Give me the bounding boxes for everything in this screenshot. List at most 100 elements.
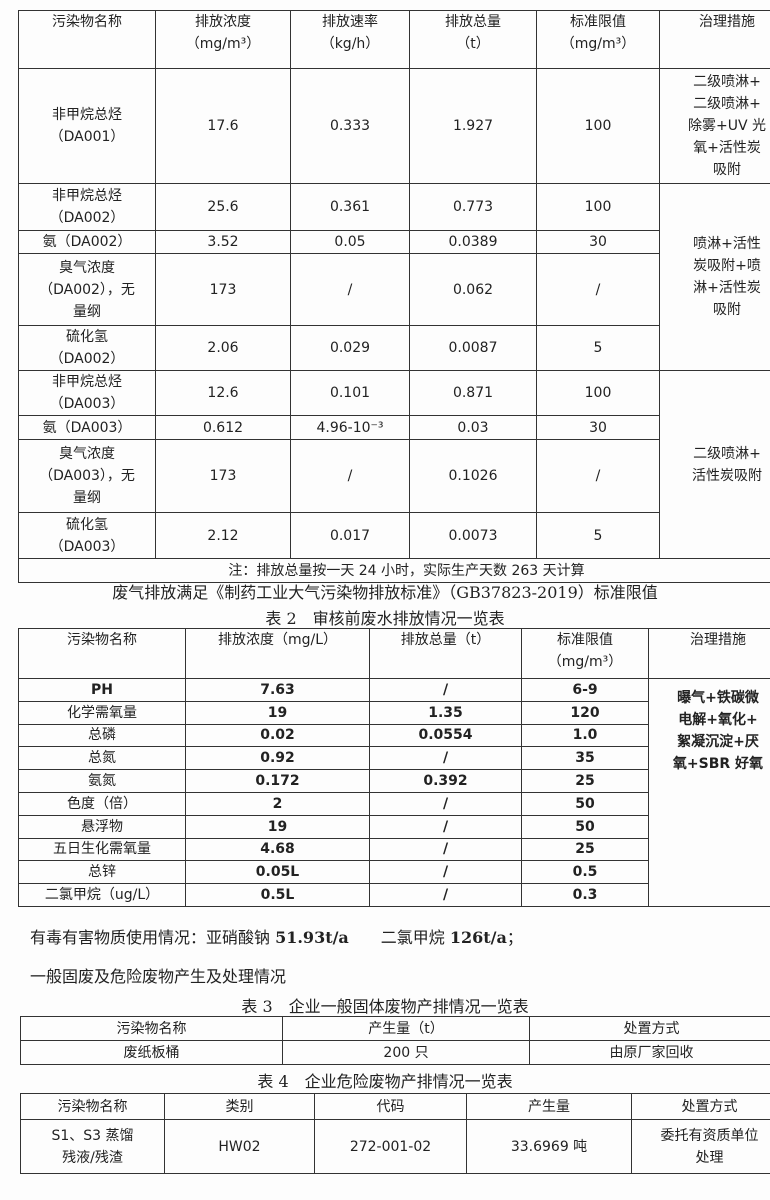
limit-cell: 6-9 [521,678,649,702]
measure-cell: 曝气+铁碳微 电解+氧化+ 絮凝沉淀+厌 氧+SBR 好氧 [648,678,770,907]
name-cell: 臭气浓度 （DA002），无 量纲 [18,253,156,326]
table-cell: 200 只 [282,1040,530,1065]
table-row: 总锌 0.05L/0.5 [18,860,770,885]
column-header: 类别 [164,1093,315,1120]
limit-cell: 30 [536,230,660,254]
hazardous-waste-table: 污染物名称 类别 代码 产生量 处置方式 S1、S3 蒸馏 残液/残渣 HW02 272-00… [20,1093,770,1174]
name-cell: 总锌 [18,860,186,885]
name-cell: 二氯甲烷（ug/L） [18,883,186,907]
rate-cell: 0.017 [290,512,410,559]
table-row: 氨（DA003） 0.612 4.96-10⁻³ 0.03 30 [18,415,770,440]
concentration-cell: 12.6 [155,370,291,416]
table-cell: S1、S3 蒸馏 残液/残渣 [20,1119,165,1174]
name-cell: 悬浮物 [18,814,186,839]
rate-cell: 0.05 [290,230,410,254]
header-row: 污染物名称 排放浓度 （mg/m³） 排放速率 （kg/h） 排放总量 （t） 标准限值… [18,10,770,69]
rate-cell: 0.029 [290,325,410,371]
measure-cell: 二级喷淋+ 二级喷淋+ 除雾+UV 光 氧+活性炭 吸附 [659,68,770,184]
total-cell: / [369,814,522,839]
name-cell: 五日生化需氧量 [18,837,186,862]
table-row: 氨氮 0.172 0.392 25 [18,769,770,793]
column-header: 排放总量（t） [369,628,522,679]
name-cell: 非甲烷总烃 （DA001） [18,68,156,184]
note-cell: 注：排放总量按一天 24 小时，实际生产天数 263 天计算 [18,558,770,583]
column-header: 代码 [314,1093,467,1120]
column-header: 产生量 [466,1093,632,1120]
limit-cell: 0.5 [521,860,649,885]
table-cell: 废纸板桶 [20,1040,283,1065]
measure-cell: 喷淋+活性 炭吸附+喷 淋+活性炭 吸附 [659,183,770,371]
name-cell: 氨氮 [18,769,186,793]
table-cell: 委托有资质单位 处理 [631,1119,770,1174]
column-header: 治理措施 [648,628,770,679]
total-cell: / [369,837,522,862]
name-cell: 化学需氧量 [18,700,186,725]
table-row: 臭气浓度 （DA003），无 量纲 173/0.1026/ [18,439,770,513]
table-row: 悬浮物 19/50 [18,814,770,839]
column-header: 产生量（t） [282,1016,530,1041]
total-cell: / [369,883,522,907]
concentration-cell: 19 [185,814,370,839]
rate-cell: 0.101 [290,370,410,416]
total-cell: 0.392 [369,769,522,793]
waste-gas-table: 污染物名称 排放浓度 （mg/m³） 排放速率 （kg/h） 排放总量 （t） 标准限值… [18,10,770,583]
total-cell: 0.03 [409,415,537,440]
total-cell: 0.0389 [409,230,537,254]
table-row: 非甲烷总烃 （DA003） 12.6 0.101 0.871 100 二级喷淋+ 活性炭吸… [18,370,770,559]
name-cell: PH [18,678,186,702]
limit-cell: 100 [536,183,660,231]
name-cell: 非甲烷总烃 （DA002） [18,183,156,231]
concentration-cell: 19 [185,700,370,725]
name-cell: 氨（DA002） [18,230,156,254]
table-row: 硫化氢 （DA003） 2.12 0.017 0.0073 5 [18,512,770,559]
total-cell: / [369,860,522,885]
rate-cell: / [290,439,410,513]
standard-line: 废气排放满足《制药工业大气污染物排放标准》（GB37823-2019）标准限值 [112,583,658,602]
table-row: 废纸板桶 200 只由原厂家回收 [20,1040,770,1065]
concentration-cell: 173 [155,439,291,513]
limit-cell: 100 [536,370,660,416]
table-row: 总氮 0.92/35 [18,746,770,771]
table-row: S1、S3 蒸馏 残液/残渣 HW02 272-001-02 33.6969 吨委托有… [20,1119,770,1174]
concentration-cell: 2.06 [155,325,291,371]
name-cell: 总磷 [18,723,186,748]
limit-cell: 100 [536,68,660,184]
concentration-cell: 0.05L [185,860,370,885]
toxic-substances-line: 有毒有害物质使用情况：亚硝酸钠 51.93t/a 二氯甲烷 126t/a； [30,924,770,948]
total-cell: 1.35 [369,700,522,725]
concentration-cell: 17.6 [155,68,291,184]
name-cell: 硫化氢 （DA002） [18,325,156,371]
total-cell: 0.1026 [409,439,537,513]
table-cell: 272-001-02 [314,1119,467,1174]
waste-line: 一般固废及危险废物产生及处理情况 [30,967,287,986]
table-row: 化学需氧量 19 1.35 120 [18,700,770,725]
table3-title: 表 3 企业一般固体废物产排情况一览表 [241,997,529,1016]
total-cell: / [369,678,522,702]
limit-cell: 25 [521,837,649,862]
limit-cell: 0.3 [521,883,649,907]
rate-cell: 0.361 [290,183,410,231]
column-header: 污染物名称 [20,1093,165,1120]
name-cell: 臭气浓度 （DA003），无 量纲 [18,439,156,513]
table-row: 总磷 0.02 0.0554 1.0 [18,723,770,748]
table-cell: HW02 [164,1119,315,1174]
column-header: 污染物名称 [18,628,186,679]
name-cell: 非甲烷总烃 （DA003） [18,370,156,416]
table-cell: 33.6969 吨 [466,1119,632,1174]
column-header: 治理措施 [659,10,770,69]
limit-cell: / [536,439,660,513]
table-row: 色度（倍） 2/50 [18,791,770,816]
rate-cell: / [290,253,410,326]
total-cell: 0.871 [409,370,537,416]
header-row: 污染物名称 产生量（t） 处置方式 [20,1016,770,1041]
table-row: 硫化氢 （DA002） 2.06 0.029 0.0087 5 [18,325,770,371]
column-header: 排放总量 （t） [409,10,537,69]
total-cell: 1.927 [409,68,537,184]
measure-cell: 二级喷淋+ 活性炭吸附 [659,370,770,559]
concentration-cell: 0.02 [185,723,370,748]
limit-cell: 120 [521,700,649,725]
name-cell: 氨（DA003） [18,415,156,440]
concentration-cell: 2.12 [155,512,291,559]
concentration-cell: 3.52 [155,230,291,254]
limit-cell: 50 [521,791,649,816]
